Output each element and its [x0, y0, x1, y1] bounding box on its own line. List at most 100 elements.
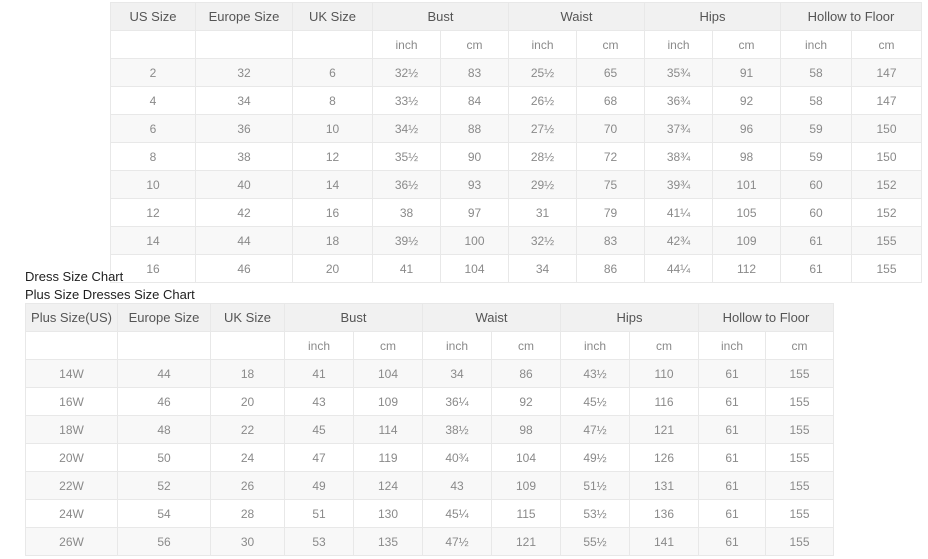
size-cell: 147: [851, 86, 922, 115]
size-cell: 119: [352, 443, 424, 472]
size-cell: 40¾: [422, 443, 493, 472]
size-cell: 152: [851, 170, 922, 199]
size-cell: 10: [110, 170, 196, 199]
size-cell: 46: [117, 387, 211, 416]
size-cell: 20: [292, 254, 373, 283]
size-cell: 61: [698, 387, 767, 416]
size-cell: 32½: [508, 226, 578, 255]
header-row: Plus Size(US) Europe Size UK Size Bust Waist…: [25, 303, 834, 332]
size-cell: 16: [110, 254, 196, 283]
size-cell: 116: [629, 387, 700, 416]
size-cell: 61: [698, 415, 767, 444]
size-cell: 31: [508, 198, 578, 227]
size-row: 10 40 14 36½ 93 29½ 75 39¾ 101 60 152: [110, 170, 922, 199]
size-cell: 41¼: [644, 198, 714, 227]
size-cell: 32½: [372, 58, 441, 87]
size-cell: 124: [352, 471, 424, 500]
size-cell: 60: [780, 170, 853, 199]
unit-cell: cm: [352, 331, 424, 360]
size-cell: 28: [210, 499, 285, 528]
size-cell: 114: [352, 415, 424, 444]
unit-cell: inch: [422, 331, 493, 360]
size-cell: 68: [576, 86, 646, 115]
size-cell: 155: [765, 415, 834, 444]
size-cell: 14: [110, 226, 196, 255]
size-cell: 24W: [25, 499, 118, 528]
column-header: Waist: [422, 303, 562, 332]
size-cell: 98: [712, 142, 782, 171]
size-cell: 22W: [25, 471, 118, 500]
size-cell: 72: [576, 142, 646, 171]
unit-cell: cm: [629, 331, 700, 360]
size-cell: 56: [117, 527, 211, 556]
size-cell: 37¾: [644, 114, 714, 143]
size-cell: 98: [491, 415, 562, 444]
size-cell: 59: [780, 142, 853, 171]
size-cell: 18: [210, 359, 285, 388]
size-cell: 42: [195, 198, 293, 227]
size-cell: 105: [712, 198, 782, 227]
size-cell: 61: [780, 254, 853, 283]
column-header: Plus Size(US): [25, 303, 118, 332]
column-header: Europe Size: [117, 303, 211, 332]
size-cell: 43: [422, 471, 493, 500]
size-cell: 92: [712, 86, 782, 115]
size-cell: 126: [629, 443, 700, 472]
size-cell: 79: [576, 198, 646, 227]
size-cell: 60: [780, 198, 853, 227]
units-row: inch cm inch cm inch cm inch cm: [110, 30, 922, 59]
size-cell: 84: [439, 86, 510, 115]
size-cell: 130: [352, 499, 424, 528]
size-cell: 53: [284, 527, 354, 556]
column-header: US Size: [110, 2, 196, 31]
size-cell: 38: [372, 198, 441, 227]
size-cell: 14W: [25, 359, 118, 388]
unit-cell: [117, 331, 211, 360]
size-cell: 20W: [25, 443, 118, 472]
size-cell: 58: [780, 86, 853, 115]
size-cell: 92: [491, 387, 562, 416]
unit-cell: inch: [780, 30, 853, 59]
size-cell: 53½: [560, 499, 631, 528]
column-header: Bust: [283, 303, 424, 332]
size-cell: 90: [439, 142, 510, 171]
size-cell: 43½: [560, 359, 631, 388]
size-row: 22W 52 26 49 124 43 109 51½ 131 61 155: [25, 471, 834, 500]
size-cell: 30: [210, 527, 285, 556]
size-cell: 70: [576, 114, 646, 143]
size-cell: 42¾: [644, 226, 714, 255]
size-cell: 12: [110, 198, 196, 227]
size-cell: 58: [780, 58, 853, 87]
size-cell: 27½: [508, 114, 578, 143]
size-cell: 51½: [560, 471, 631, 500]
size-cell: 26W: [25, 527, 118, 556]
size-cell: 35½: [372, 142, 441, 171]
size-cell: 10: [292, 114, 373, 143]
size-row: 4 34 8 33½ 84 26½ 68 36¾ 92 58 147: [110, 86, 922, 115]
size-cell: 36¾: [644, 86, 714, 115]
unit-cell: cm: [439, 30, 510, 59]
size-cell: 39¾: [644, 170, 714, 199]
unit-cell: inch: [372, 30, 441, 59]
size-cell: 26: [210, 471, 285, 500]
size-cell: 36: [195, 114, 293, 143]
size-cell: 34½: [372, 114, 441, 143]
size-cell: 61: [780, 226, 853, 255]
size-cell: 93: [439, 170, 510, 199]
size-cell: 49½: [560, 443, 631, 472]
header-row: US Size Europe Size UK Size Bust Waist Hips Ho…: [110, 2, 922, 31]
unit-cell: inch: [644, 30, 714, 59]
size-cell: 155: [851, 226, 922, 255]
size-cell: 75: [576, 170, 646, 199]
size-cell: 136: [629, 499, 700, 528]
size-cell: 135: [352, 527, 424, 556]
dress-size-chart-title: Dress Size Chart: [25, 269, 124, 284]
size-cell: 34: [422, 359, 493, 388]
size-row: 16W 46 20 43 109 36¼ 92 45½ 116 61 155: [25, 387, 834, 416]
unit-cell: [110, 30, 196, 59]
size-cell: 61: [698, 359, 767, 388]
unit-cell: cm: [712, 30, 782, 59]
size-cell: 96: [712, 114, 782, 143]
size-cell: 25½: [508, 58, 578, 87]
size-cell: 61: [698, 527, 767, 556]
